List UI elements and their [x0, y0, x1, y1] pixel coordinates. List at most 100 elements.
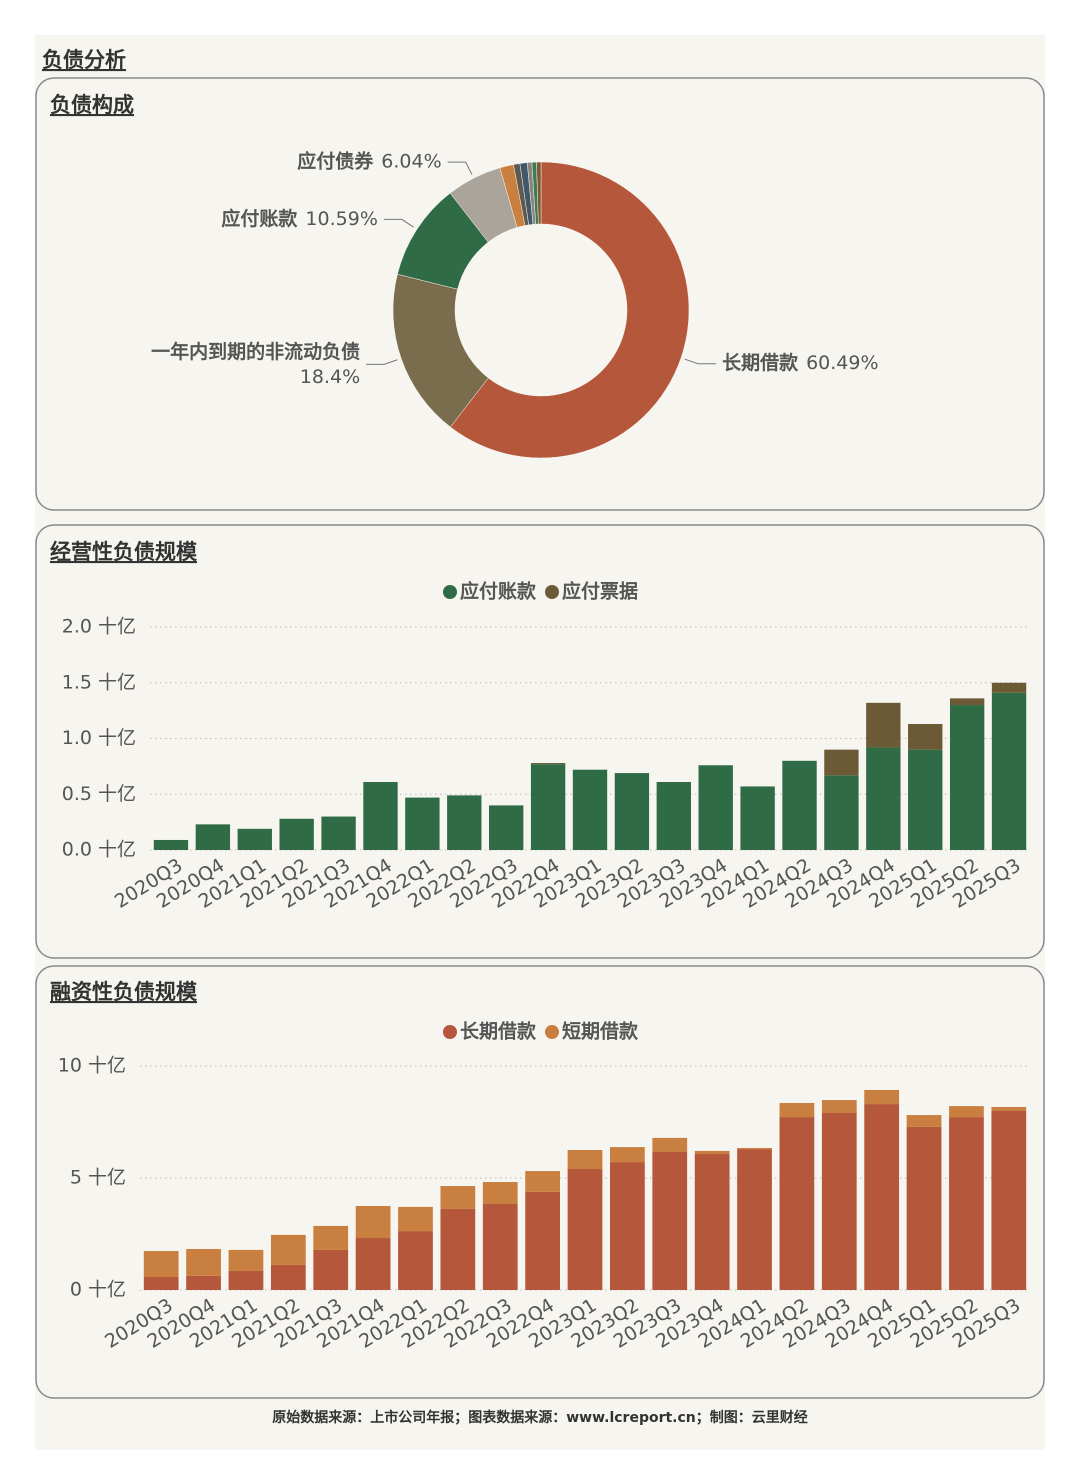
bar-segment: [991, 692, 1027, 850]
bar-segment: [698, 765, 733, 850]
y-tick-label: 2.0 十亿: [62, 616, 136, 638]
legend-marker: [442, 1025, 457, 1039]
bar-segment: [363, 781, 398, 850]
bar-segment: [779, 1117, 815, 1290]
y-tick-label: 1.0 十亿: [62, 727, 136, 749]
bar-segment: [489, 805, 524, 850]
slice-value: 18.4%: [300, 366, 360, 388]
card: [35, 965, 1045, 1399]
legend-marker: [545, 585, 559, 599]
bar-segment: [737, 1147, 772, 1150]
chart-title: 经营性负债规模: [50, 540, 198, 564]
bar-segment: [355, 1206, 391, 1239]
bar-segment: [567, 1169, 603, 1290]
bar-segment: [652, 1137, 688, 1153]
legend-label: 长期借款: [460, 1020, 537, 1043]
bar-segment: [824, 775, 859, 850]
leader-line: [447, 161, 473, 175]
slice-label: 应付账款: [221, 207, 298, 230]
y-tick-label: 5 十亿: [70, 1167, 126, 1189]
bar-segment: [908, 749, 943, 850]
bar-segment: [567, 1150, 603, 1170]
page-title: 负债分析: [42, 48, 126, 72]
bar-segment: [908, 724, 943, 750]
bar-segment: [991, 1111, 1027, 1290]
bar-segment: [610, 1147, 645, 1163]
bar-segment: [279, 818, 314, 850]
slice-value: 6.04%: [381, 151, 441, 173]
slice-label: 一年内到期的非流动负债: [151, 340, 360, 363]
chart-title: 融资性负债规模: [50, 980, 198, 1004]
bar-segment: [906, 1126, 942, 1290]
slice-value: 60.49%: [806, 352, 878, 374]
bar-segment: [737, 1149, 772, 1290]
bar-segment: [782, 760, 817, 850]
bar-segment: [237, 828, 272, 850]
bar-segment: [440, 1208, 476, 1290]
bar-segment: [398, 1231, 433, 1290]
bar-segment: [949, 1117, 984, 1290]
bar-segment: [991, 682, 1027, 693]
bar-segment: [572, 769, 608, 850]
legend-marker: [545, 1025, 559, 1039]
bar-segment: [270, 1264, 306, 1290]
bar-segment: [153, 839, 189, 850]
bar-segment: [447, 795, 482, 850]
bar-segment: [906, 1115, 942, 1127]
slice-label: 长期借款: [722, 351, 799, 374]
bar-segment: [440, 1186, 476, 1209]
bar-segment: [228, 1270, 264, 1290]
bar-segment: [530, 764, 566, 850]
bar-segment: [610, 1162, 645, 1290]
y-tick-label: 0.5 十亿: [62, 783, 136, 805]
bar-segment: [949, 1106, 984, 1118]
bar-segment: [482, 1203, 518, 1290]
leader-line: [684, 358, 717, 365]
slice-label: 应付债券: [297, 150, 374, 173]
bar-segment: [186, 1275, 221, 1290]
bar-segment: [949, 705, 985, 850]
bar-segment: [405, 797, 440, 850]
bar-segment: [482, 1182, 518, 1204]
chart-title: 负债构成: [50, 93, 134, 117]
bar-segment: [656, 781, 691, 850]
bar-segment: [228, 1249, 264, 1271]
bar-segment: [270, 1234, 306, 1265]
bar-segment: [530, 763, 566, 765]
bar-segment: [313, 1225, 349, 1250]
leader-line: [383, 218, 414, 228]
bar-segment: [821, 1113, 857, 1290]
bar-segment: [652, 1152, 688, 1290]
bar-segment: [143, 1277, 179, 1290]
bar-segment: [824, 749, 859, 776]
bar-segment: [866, 747, 901, 850]
bar-segment: [864, 1104, 900, 1290]
pie-slice: [450, 161, 690, 459]
bar-segment: [779, 1102, 815, 1118]
bar-segment: [313, 1249, 349, 1290]
bar-segment: [195, 824, 231, 850]
y-tick-label: 1.5 十亿: [62, 671, 136, 693]
bar-segment: [866, 702, 901, 748]
bar-segment: [864, 1089, 900, 1105]
card: [35, 524, 1045, 959]
bar-segment: [143, 1251, 179, 1278]
bar-segment: [694, 1154, 730, 1290]
y-tick-label: 10 十亿: [58, 1055, 126, 1077]
bar-segment: [398, 1206, 433, 1232]
bar-segment: [614, 773, 650, 850]
bar-segment: [525, 1171, 560, 1192]
y-tick-label: 0.0 十亿: [62, 839, 136, 861]
bar-segment: [949, 698, 985, 706]
bar-segment: [186, 1249, 221, 1276]
bar-segment: [525, 1191, 560, 1290]
leader-line: [366, 359, 398, 365]
bar-segment: [821, 1100, 857, 1114]
pie-slice: [536, 161, 542, 225]
legend-label: 短期借款: [562, 1020, 639, 1043]
y-tick-label: 0 十亿: [70, 1279, 126, 1301]
bar-segment: [355, 1238, 391, 1290]
slice-value: 10.59%: [305, 208, 377, 230]
bar-segment: [694, 1150, 730, 1155]
